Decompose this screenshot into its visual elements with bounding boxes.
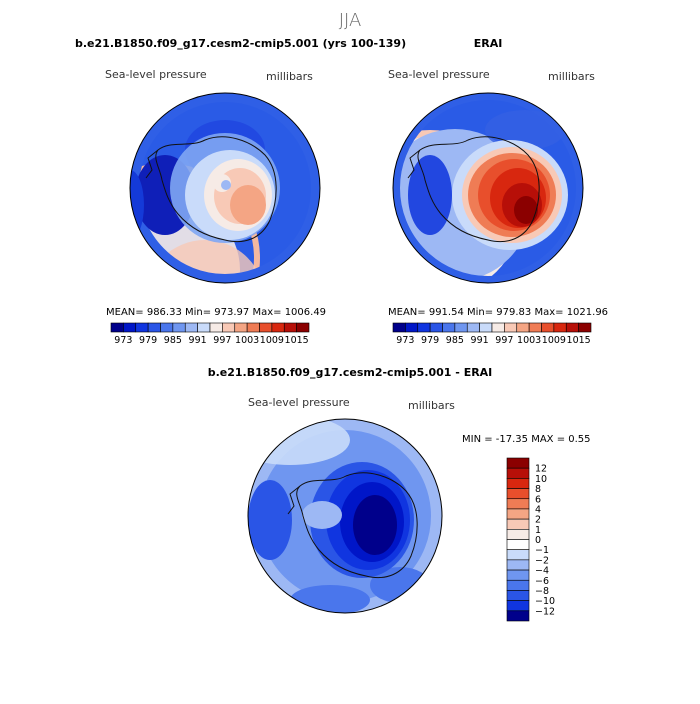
colorbar-swatch <box>110 322 124 333</box>
colorbar-swatch <box>296 322 310 333</box>
stats-obs: MEAN= 991.54 Min= 979.83 Max= 1021.96 <box>388 307 608 318</box>
colorbar-tick-label: 8 <box>535 484 541 495</box>
colorbar-tick-label: −1 <box>535 545 549 556</box>
colorbar-swatch <box>135 322 149 333</box>
colorbar-tick-label: −10 <box>535 596 555 607</box>
colorbar-tick-label: 973 <box>114 335 132 346</box>
colorbar-swatch <box>479 322 493 333</box>
colorbar-tick-label: −8 <box>535 586 549 597</box>
colorbar-tick-label: −2 <box>535 555 549 566</box>
colorbar-model: 973 979 985 991 997 1003 1009 1015 <box>110 322 310 346</box>
colorbar-tick-label: 985 <box>164 335 182 346</box>
colorbar-swatch <box>506 569 530 581</box>
colorbar-swatch <box>209 322 223 333</box>
colorbar-tick-label: 985 <box>446 335 464 346</box>
colorbar-swatch <box>197 322 211 333</box>
colorbar-tick-label: 10 <box>535 474 547 485</box>
colorbar-swatch <box>506 457 530 469</box>
colorbar-tick-label: 997 <box>213 335 231 346</box>
colorbar-tick-label: 12 <box>535 464 547 475</box>
colorbar-swatch <box>283 322 297 333</box>
colorbar-tick-label: 979 <box>421 335 439 346</box>
colorbar-tick-label: 973 <box>396 335 414 346</box>
colorbar-swatch <box>234 322 248 333</box>
panel-title-diff: b.e21.B1850.f09_g17.cesm2-cmip5.001 - ER… <box>208 366 493 379</box>
colorbar-swatch <box>147 322 161 333</box>
colorbar-tick-label: 6 <box>535 494 541 505</box>
panel-right-label-obs: millibars <box>548 70 595 83</box>
colorbar-swatch <box>259 322 273 333</box>
colorbar-swatch <box>271 322 285 333</box>
colorbar-tick-label: 979 <box>139 335 157 346</box>
colorbar-swatch <box>506 498 530 510</box>
colorbar-swatch <box>160 322 174 333</box>
colorbar-swatch <box>506 600 530 612</box>
colorbar-tick-label: 1003 <box>517 335 541 346</box>
colorbar-swatch <box>429 322 443 333</box>
map-model <box>130 93 320 283</box>
colorbar-tick-label: 1009 <box>542 335 566 346</box>
colorbar-swatch <box>506 518 530 530</box>
colorbar-tick-label: −6 <box>535 576 549 587</box>
colorbar-swatch <box>506 539 530 550</box>
colorbar-swatch <box>506 610 530 622</box>
colorbar-tick-label: 991 <box>471 335 489 346</box>
panel-left-label-obs: Sea-level pressure <box>388 68 490 81</box>
colorbar-swatch <box>516 322 530 333</box>
panel-left-label-model: Sea-level pressure <box>105 68 207 81</box>
colorbar-swatch <box>553 322 567 333</box>
colorbar-swatch <box>172 322 186 333</box>
colorbar-swatch <box>417 322 431 333</box>
figure-title: JJA <box>339 10 362 31</box>
colorbar-swatch <box>392 322 406 333</box>
colorbar-swatch <box>466 322 480 333</box>
colorbar-tick-label: −12 <box>535 606 555 617</box>
colorbar-swatch <box>506 590 530 601</box>
colorbar-tick-label: 1 <box>535 525 541 536</box>
colorbar-tick-label: 991 <box>189 335 207 346</box>
colorbar-tick-label: 997 <box>495 335 513 346</box>
panel-right-label-model: millibars <box>266 70 313 83</box>
colorbar-swatch <box>506 549 530 561</box>
stats-diff: MIN = -17.35 MAX = 0.55 <box>462 434 591 445</box>
colorbar-swatch <box>442 322 456 333</box>
colorbar-tick-label: 4 <box>535 504 541 515</box>
colorbar-swatch <box>506 467 530 479</box>
panel-left-label-diff: Sea-level pressure <box>248 396 350 409</box>
map-obs <box>393 93 583 283</box>
colorbar-swatch <box>246 322 260 333</box>
stats-model: MEAN= 986.33 Min= 973.97 Max= 1006.49 <box>106 307 326 318</box>
colorbar-swatch <box>405 322 419 333</box>
colorbar-swatch <box>528 322 542 333</box>
colorbar-swatch <box>506 579 530 591</box>
colorbar-swatch <box>506 559 530 571</box>
colorbar-swatch <box>506 529 530 540</box>
colorbar-swatch <box>504 322 518 333</box>
colorbar-swatch <box>578 322 592 333</box>
panel-title-obs: ERAI <box>474 37 503 50</box>
panel-right-label-diff: millibars <box>408 399 455 412</box>
colorbar-swatch <box>541 322 555 333</box>
panel-title-model: b.e21.B1850.f09_g17.cesm2-cmip5.001 (yrs… <box>75 37 406 50</box>
colorbar-tick-label: 1009 <box>260 335 284 346</box>
colorbar-swatch <box>506 508 530 520</box>
colorbar-obs: 973 979 985 991 997 1003 1009 1015 <box>392 322 592 346</box>
colorbar-swatch <box>565 322 579 333</box>
colorbar-swatch <box>506 478 530 489</box>
colorbar-swatch <box>454 322 468 333</box>
colorbar-tick-label: −4 <box>535 566 549 577</box>
colorbar-tick-label: 1015 <box>567 335 591 346</box>
colorbar-swatch <box>506 488 530 500</box>
colorbar-swatch <box>491 322 505 333</box>
colorbar-swatch <box>222 322 236 333</box>
colorbar-tick-label: 1003 <box>235 335 259 346</box>
colorbar-swatch <box>123 322 137 333</box>
map-diff <box>248 419 442 613</box>
colorbar-tick-label: 0 <box>535 535 541 546</box>
colorbar-tick-label: 2 <box>535 515 541 526</box>
colorbar-swatch <box>184 322 198 333</box>
colorbar-tick-label: 1015 <box>285 335 309 346</box>
